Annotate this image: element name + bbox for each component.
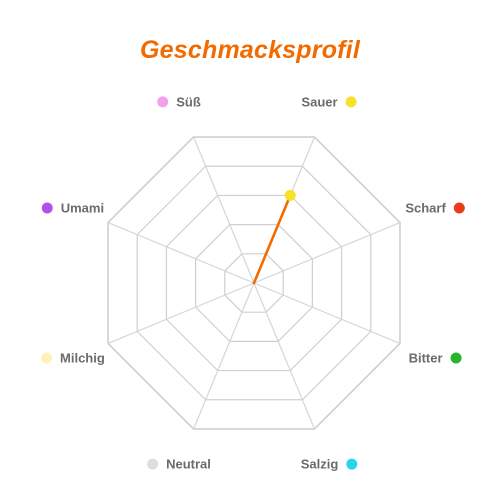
- axis-label-text: Salzig: [301, 457, 339, 472]
- axis-label-1: Scharf: [405, 200, 465, 215]
- axis-label-text: Süß: [176, 94, 201, 109]
- radar-grid: [107, 136, 401, 430]
- axis-label-3: Salzig: [301, 457, 358, 472]
- legend-dot: [41, 352, 53, 364]
- data-point: [284, 189, 296, 201]
- axis-label-text: Scharf: [405, 200, 446, 215]
- legend-dot: [345, 96, 357, 108]
- legend-dot: [453, 202, 465, 214]
- axis-label-text: Sauer: [301, 94, 337, 109]
- grid-spoke: [253, 282, 401, 345]
- axis-labels: Sauer Scharf Bitter Salzig Neutral Milchig Uma…: [41, 94, 465, 472]
- axis-label-text: Milchig: [60, 351, 105, 366]
- axis-label-7: Süß: [157, 94, 201, 109]
- legend-dot: [157, 96, 169, 108]
- axis-label-0: Sauer: [301, 94, 357, 109]
- axis-label-2: Bitter: [409, 351, 462, 366]
- grid-spoke: [192, 136, 255, 284]
- legend-dot: [450, 352, 462, 364]
- axis-label-text: Umami: [61, 200, 104, 215]
- grid-spoke: [107, 282, 255, 345]
- chart-title: Geschmacksprofil: [140, 36, 360, 64]
- grid-spoke: [107, 221, 255, 284]
- series-line: [252, 194, 292, 285]
- grid-spoke: [192, 282, 255, 430]
- legend-dot: [147, 458, 159, 470]
- axis-label-5: Milchig: [41, 351, 105, 366]
- axis-label-4: Neutral: [147, 457, 211, 472]
- grid-spoke: [253, 282, 316, 430]
- axis-label-text: Neutral: [166, 457, 211, 472]
- axis-label-text: Bitter: [409, 351, 443, 366]
- legend-dot: [41, 202, 53, 214]
- legend-dot: [346, 458, 358, 470]
- grid-spoke: [253, 221, 401, 284]
- radar-series: [252, 189, 296, 285]
- axis-label-6: Umami: [41, 200, 104, 215]
